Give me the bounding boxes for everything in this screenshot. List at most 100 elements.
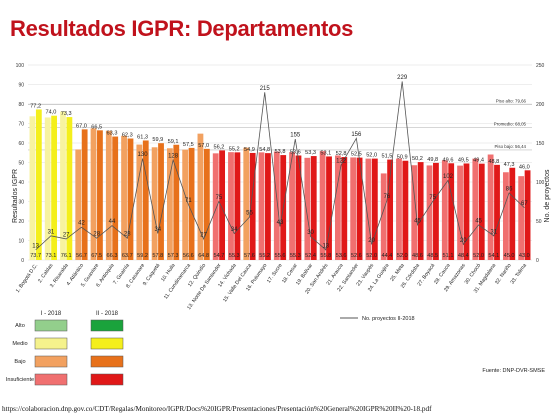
bar-ii-2018 [494,164,500,260]
legend-level-label: Bajo [14,359,25,365]
legend-level-label: Insuficiente [6,377,34,383]
y-axis-right: 0 50 100 150 200 250 [536,63,545,264]
bar-value-i-label: 57.6 [244,253,255,259]
bar-ii-2018 [478,163,485,260]
bar-i-2018 [258,152,265,260]
bar-i-2018 [166,148,173,260]
bar-i-2018 [243,147,250,260]
y-tick-label: 60 [18,141,24,147]
y-tick-label: 20 [18,219,24,225]
bar-value-ii-label: 57,5 [183,142,194,148]
bar-ii-2018 [402,160,409,260]
bar-value-i-label: 48.4 [458,253,469,259]
chart-title: Resultados IGPR: Departamentos [10,16,354,41]
bar-value-i-label: 67.5 [91,253,102,259]
bar-ii-2018 [97,130,103,260]
legend-swatch-ii [90,373,124,386]
y2-axis-title: No. de proyectos [544,169,551,222]
bar-value-ii-label: 47,3 [504,162,515,168]
y-axis-left: 0 10 20 30 40 50 60 70 80 90 100 [16,63,25,264]
bar-ii-2018 [112,136,119,260]
legend-level-label: Alto [15,323,25,329]
bar-value-i-label: 54.7 [213,253,224,259]
projects-value-label: 128 [168,154,179,160]
projects-value-label: 86 [506,186,513,192]
bar-ii-2018 [356,157,363,260]
bar-i-2018 [182,149,189,260]
bar-value-ii-label: 53,1 [320,150,331,156]
y-tick-label: 70 [18,122,24,128]
bar-value-ii-label: 49,6 [443,157,454,163]
bar-i-2018 [319,151,326,260]
bar-bottom-labels: 73.7 73.1 76.1 56.7 67.5 66.3 63.7 59.2 57.8 57.3… [30,253,530,259]
bar-ii-2018 [371,158,378,260]
projects-value-label: 42 [78,221,85,227]
bar-ii-2018 [35,109,42,261]
bar-value-i-label: 73.1 [45,253,56,259]
projects-value-label: 76 [384,194,391,200]
bar-value-ii-label: 49,8 [427,157,438,163]
projects-value-label: 215 [260,86,271,92]
bar-i-2018 [396,158,402,260]
bar-value-ii-label: 49,5 [458,157,469,163]
bar-ii-2018 [81,129,88,260]
projects-value-label: 20 [460,238,467,244]
bar-value-i-label: 51.1 [443,253,454,259]
projects-value-label: 30 [307,230,314,236]
projects-value-label: 155 [290,133,301,139]
bar-value-ii-label: 52,8 [336,151,347,157]
projects-value-label: 34 [154,227,161,233]
bar-i-2018 [29,116,36,260]
bar-value-i-label: 55.2 [259,253,270,259]
bar-top-labels: 77,2 74,0 73,3 67,0 66,5 63,3 62,3 61,3 59,9 59,1… [30,103,530,170]
y2-tick-label: 200 [536,102,545,108]
bar-value-ii-label: 53,8 [275,149,286,155]
bar-value-ii-label: 52,5 [351,152,362,158]
bar-value-i-label: 45.0 [504,253,515,259]
reference-line-label: Piso alto: 79,66 [496,99,527,104]
projects-value-label: 55 [246,211,253,217]
projects-value-label: 156 [351,132,362,138]
bar-value-ii-label: 62,3 [122,133,133,139]
bar-ii-2018 [51,115,58,260]
bar-value-ii-label: 63,3 [107,131,118,137]
bar-ii-2018 [127,138,134,260]
bar-i-2018 [304,157,311,260]
bar-value-i-label: 66.3 [107,253,118,259]
bar-ii-2018 [310,156,317,260]
bar-value-i-label: 55.8 [320,253,331,259]
bar-value-ii-label: 61,3 [137,134,148,140]
bar-i-2018 [502,172,509,260]
bar-value-i-label: 52.0 [473,253,484,259]
y-tick-label: 40 [18,180,24,186]
bar-i-2018 [472,158,479,260]
bar-value-i-label: 56.7 [76,253,87,259]
bar-i-2018 [487,154,494,260]
bar-i-2018 [426,165,433,260]
projects-value-label: 13 [322,243,329,249]
projects-value-label: 31 [490,229,497,235]
bar-i-2018 [273,151,280,260]
y-axis-title: Resultados IGPR [12,169,19,223]
bar-i-2018 [212,153,219,260]
y2-tick-label: 50 [536,219,542,225]
legend-swatch-i [34,355,68,368]
bar-value-i-label: 64.8 [198,253,209,259]
y-tick-label: 0 [21,258,24,264]
bar-value-ii-label: 74,0 [45,110,56,116]
bar-i-2018 [380,173,387,260]
bar-value-i-label: 43.0 [519,253,530,259]
bar-value-i-label: 52.4 [305,253,316,259]
bar-ii-2018 [249,152,256,260]
bar-i-2018 [457,165,463,260]
gridlines [28,64,532,261]
bar-ii-2018 [524,170,531,260]
y-tick-label: 30 [18,200,24,206]
bar-ii-2018 [158,143,164,260]
bar-ii-2018 [295,155,302,260]
bar-ii-2018 [341,157,348,260]
y-tick-label: 100 [16,63,25,69]
bar-value-i-label: 57.8 [152,253,163,259]
bar-value-ii-label: 54,8 [259,147,270,153]
